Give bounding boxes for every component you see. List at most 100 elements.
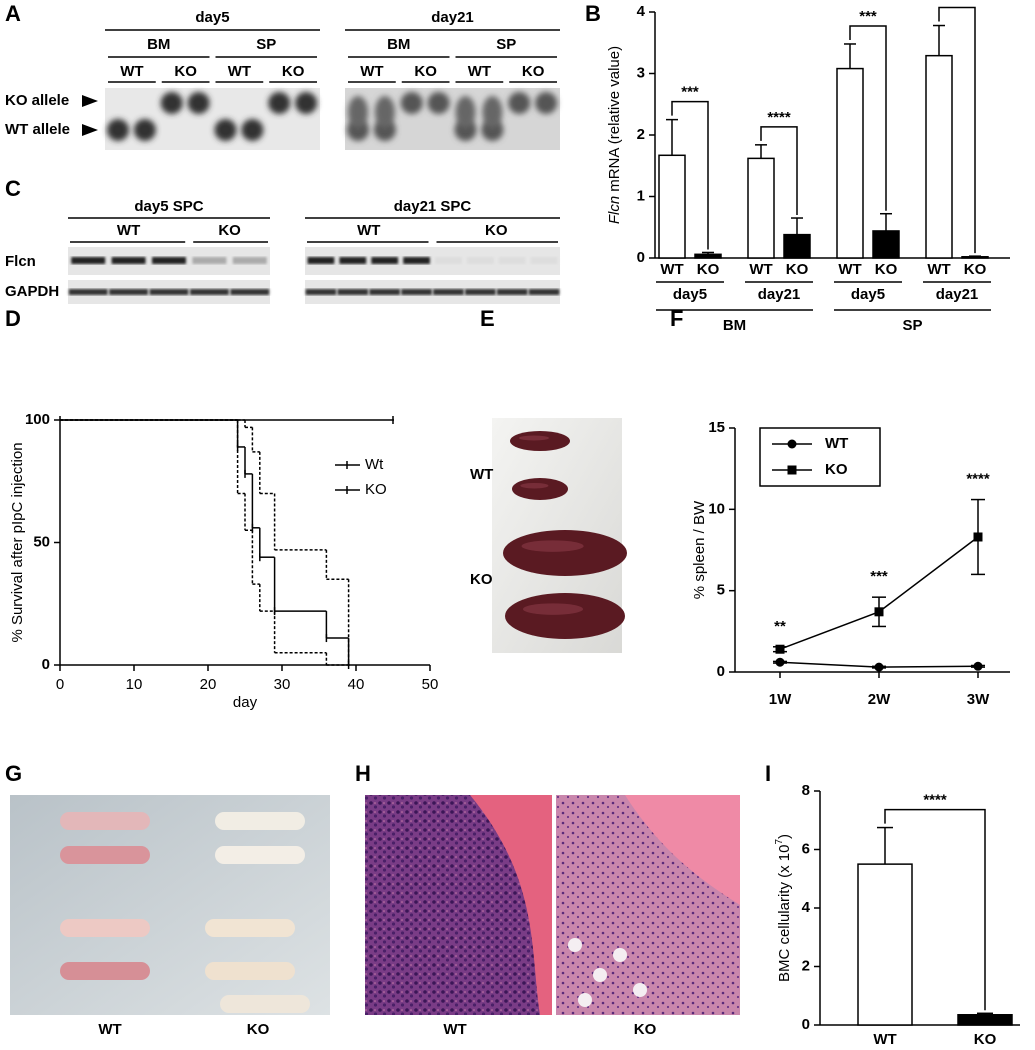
spleen bbox=[503, 530, 627, 576]
gel-band bbox=[268, 92, 291, 114]
y-axis-label-text: ) bbox=[776, 834, 793, 839]
spleen bbox=[505, 593, 625, 639]
label: SP bbox=[496, 36, 516, 53]
panel-letter: H bbox=[355, 761, 371, 786]
blot-band bbox=[339, 257, 367, 264]
x-tick-label: 10 bbox=[126, 676, 143, 693]
spleen bbox=[510, 431, 570, 451]
y-tick-label: 3 bbox=[637, 64, 645, 81]
y-tick-label: 10 bbox=[708, 500, 725, 517]
x-tick-label: WT bbox=[749, 261, 772, 278]
blot-band bbox=[496, 289, 528, 295]
significance: **** bbox=[966, 471, 990, 488]
y-tick-label: 2 bbox=[637, 126, 645, 143]
panel-letter: E bbox=[480, 306, 495, 331]
label: WT bbox=[468, 63, 491, 80]
y-tick-label: 0 bbox=[637, 249, 645, 266]
bar bbox=[872, 230, 900, 259]
label: WT bbox=[228, 63, 251, 80]
gel-band bbox=[348, 96, 368, 128]
label: KO bbox=[634, 1021, 657, 1038]
y-tick-label: 4 bbox=[637, 3, 646, 20]
x-axis-label: day bbox=[233, 694, 258, 711]
panel-letter: D bbox=[5, 306, 21, 331]
label: KO bbox=[174, 63, 197, 80]
bar bbox=[658, 154, 686, 259]
gel-band bbox=[508, 92, 531, 114]
y-tick-label: 1 bbox=[637, 187, 645, 204]
gel-band bbox=[214, 119, 237, 141]
arrow bbox=[82, 95, 98, 107]
arrow bbox=[82, 124, 98, 136]
x-tick-label: KO bbox=[964, 261, 987, 278]
fat-cell bbox=[633, 983, 647, 997]
marker bbox=[973, 532, 983, 542]
x-tick-label: 40 bbox=[348, 676, 365, 693]
bone bbox=[60, 812, 150, 830]
y-tick-label: 8 bbox=[802, 782, 810, 799]
gel-band bbox=[295, 92, 318, 114]
group-label: day21 bbox=[758, 286, 801, 303]
marker bbox=[874, 662, 884, 672]
y-axis-label-text: mRNA (relative value) bbox=[606, 46, 623, 192]
spleen-shine bbox=[519, 435, 549, 441]
panel-letter: G bbox=[5, 761, 22, 786]
bar bbox=[694, 253, 722, 259]
bar bbox=[836, 67, 864, 259]
marker bbox=[874, 607, 884, 617]
significance-bracket bbox=[849, 25, 887, 211]
x-tick-label: KO bbox=[697, 261, 720, 278]
y-tick-label: 6 bbox=[802, 840, 810, 857]
y-axis-label: Flcn mRNA (relative value) bbox=[606, 46, 623, 224]
bar bbox=[961, 256, 989, 259]
blot-band bbox=[337, 289, 369, 295]
label: KO bbox=[282, 63, 305, 80]
significance-bracket bbox=[938, 6, 976, 254]
blot-band bbox=[232, 257, 267, 264]
gel-band bbox=[400, 92, 423, 114]
bar bbox=[957, 1014, 1013, 1026]
gel-band bbox=[133, 119, 156, 141]
bone-tissue bbox=[470, 795, 552, 1015]
label: WT bbox=[357, 222, 380, 239]
bar bbox=[747, 157, 775, 259]
spleen bbox=[512, 478, 568, 500]
gel-band bbox=[107, 119, 129, 141]
series-line bbox=[779, 536, 979, 650]
bar bbox=[783, 233, 811, 259]
bar bbox=[925, 54, 953, 259]
legend-label: WT bbox=[825, 435, 848, 452]
row-label: WT allele bbox=[5, 121, 70, 138]
label: day21 SPC bbox=[394, 198, 472, 215]
y-axis-label: % Survival after pIpC injection bbox=[9, 442, 26, 642]
label: WT bbox=[117, 222, 140, 239]
group-label: BM bbox=[723, 317, 746, 334]
x-tick-label: 1W bbox=[769, 691, 792, 708]
y-tick-label: 2 bbox=[802, 957, 810, 974]
bone bbox=[60, 962, 150, 980]
panel-letter: F bbox=[670, 306, 683, 331]
y-axis-label-italic: Flcn bbox=[606, 196, 623, 224]
y-tick-label: 4 bbox=[802, 899, 811, 916]
gel-band bbox=[374, 96, 395, 128]
group-label: day5 bbox=[851, 286, 885, 303]
label: BM bbox=[387, 36, 410, 53]
panel-letter: A bbox=[5, 1, 21, 26]
blot-band bbox=[109, 289, 148, 295]
y-tick-label: 0 bbox=[802, 1016, 810, 1033]
bone bbox=[215, 812, 305, 830]
label: WT bbox=[98, 1021, 121, 1038]
legend-label: KO bbox=[365, 481, 387, 498]
gel-band bbox=[427, 92, 450, 114]
label: KO bbox=[485, 222, 508, 239]
panel-letter: I bbox=[765, 761, 771, 786]
bone bbox=[215, 846, 305, 864]
label: WT bbox=[470, 466, 493, 483]
y-tick-label: 100 bbox=[25, 411, 50, 428]
blot-band bbox=[498, 257, 526, 264]
bone-tissue bbox=[625, 795, 740, 905]
label: SP bbox=[256, 36, 276, 53]
marker bbox=[775, 644, 785, 654]
y-tick-label: 15 bbox=[708, 419, 725, 436]
